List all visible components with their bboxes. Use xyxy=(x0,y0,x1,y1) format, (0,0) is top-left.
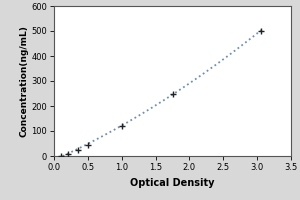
Y-axis label: Concentration(ng/mL): Concentration(ng/mL) xyxy=(20,25,28,137)
X-axis label: Optical Density: Optical Density xyxy=(130,178,215,188)
